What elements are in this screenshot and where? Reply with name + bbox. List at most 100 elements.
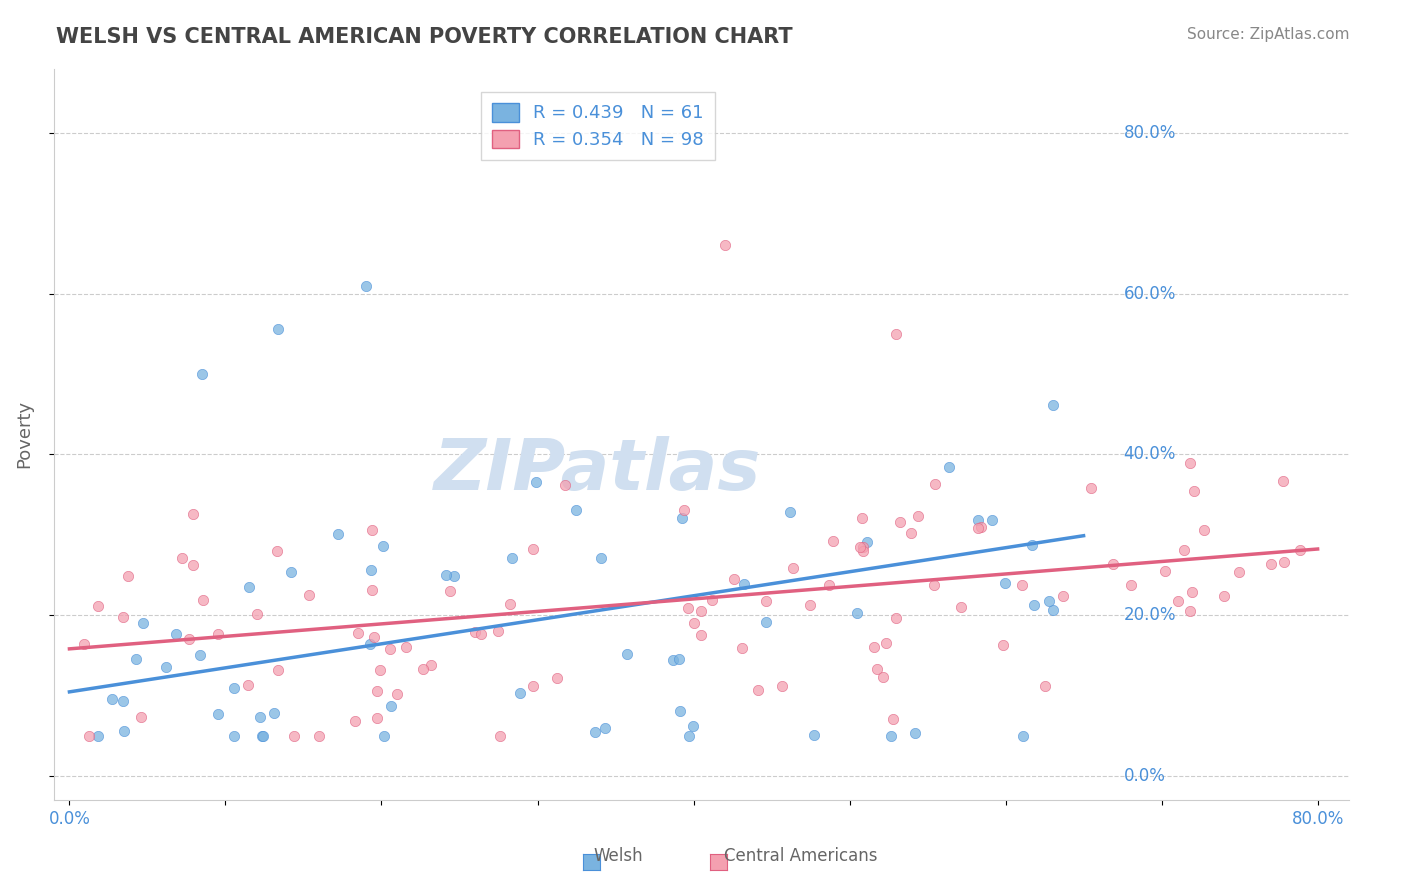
Point	[1154, 564, 1177, 578]
Point	[524, 475, 547, 489]
Point	[668, 651, 690, 665]
Point	[668, 704, 690, 718]
Point	[683, 615, 706, 630]
Point	[851, 511, 873, 525]
Point	[1080, 481, 1102, 495]
Point	[347, 626, 370, 640]
Point	[308, 729, 330, 743]
Point	[72, 637, 94, 651]
Point	[509, 686, 531, 700]
Point	[755, 615, 778, 629]
Point	[1182, 484, 1205, 499]
Point	[846, 606, 869, 620]
Point	[554, 478, 576, 492]
Point	[191, 592, 214, 607]
Point	[733, 577, 755, 591]
Point	[969, 520, 991, 534]
Point	[546, 671, 568, 685]
Point	[499, 597, 522, 611]
Point	[966, 521, 988, 535]
Point	[1102, 558, 1125, 572]
Point	[101, 691, 124, 706]
Point	[155, 660, 177, 674]
Point	[616, 647, 638, 661]
Point	[522, 680, 544, 694]
Point	[249, 710, 271, 724]
Point	[731, 640, 754, 655]
Point	[1173, 542, 1195, 557]
Point	[112, 723, 135, 738]
Y-axis label: Poverty: Poverty	[15, 401, 32, 468]
Point	[486, 624, 509, 638]
Point	[1272, 555, 1295, 569]
Point	[852, 540, 875, 554]
Point	[583, 725, 606, 739]
Text: 20.0%: 20.0%	[1123, 607, 1175, 624]
Point	[224, 681, 246, 695]
Point	[1192, 523, 1215, 537]
Point	[129, 710, 152, 724]
Point	[111, 609, 134, 624]
Point	[354, 278, 377, 293]
Point	[1167, 594, 1189, 608]
Point	[880, 729, 903, 743]
Point	[662, 653, 685, 667]
Point	[1288, 543, 1310, 558]
Point	[183, 558, 205, 572]
Point	[747, 682, 769, 697]
Point	[949, 600, 972, 615]
Point	[994, 576, 1017, 591]
Text: 60.0%: 60.0%	[1123, 285, 1175, 302]
Point	[991, 638, 1014, 652]
Point	[981, 513, 1004, 527]
Point	[125, 652, 148, 666]
Point	[378, 642, 401, 657]
Point	[207, 707, 229, 722]
Point	[1213, 589, 1236, 603]
Point	[207, 627, 229, 641]
Point	[470, 627, 492, 641]
Point	[1011, 577, 1033, 591]
Text: 80.0%: 80.0%	[1123, 124, 1175, 142]
Text: 40.0%: 40.0%	[1123, 445, 1175, 464]
Point	[1052, 590, 1074, 604]
Point	[1042, 603, 1064, 617]
Point	[179, 632, 201, 647]
Point	[359, 637, 381, 651]
Point	[900, 526, 922, 541]
Text: Central Americans: Central Americans	[703, 847, 877, 864]
Point	[111, 694, 134, 708]
Point	[188, 648, 211, 662]
Point	[165, 626, 187, 640]
Point	[191, 367, 214, 381]
Point	[263, 706, 285, 720]
Point	[326, 526, 349, 541]
Point	[1042, 398, 1064, 412]
Point	[803, 728, 825, 742]
Point	[434, 568, 457, 582]
Point	[673, 503, 696, 517]
Point	[117, 569, 139, 583]
Point	[464, 625, 486, 640]
Point	[1022, 598, 1045, 612]
Point	[723, 572, 745, 586]
Point	[782, 561, 804, 575]
Point	[522, 542, 544, 557]
Point	[170, 551, 193, 566]
Point	[344, 714, 367, 728]
Point	[419, 657, 441, 672]
Point	[395, 640, 418, 655]
Point	[966, 513, 988, 527]
Point	[1178, 456, 1201, 470]
Point	[443, 569, 465, 583]
Point	[1271, 475, 1294, 489]
Point	[851, 544, 873, 558]
Point	[77, 729, 100, 743]
Point	[267, 664, 290, 678]
Point	[702, 592, 724, 607]
Point	[361, 582, 384, 597]
Point	[922, 578, 945, 592]
Point	[252, 729, 274, 743]
Legend: R = 0.439   N = 61, R = 0.354   N = 98: R = 0.439 N = 61, R = 0.354 N = 98	[481, 92, 714, 160]
Point	[1021, 538, 1043, 552]
